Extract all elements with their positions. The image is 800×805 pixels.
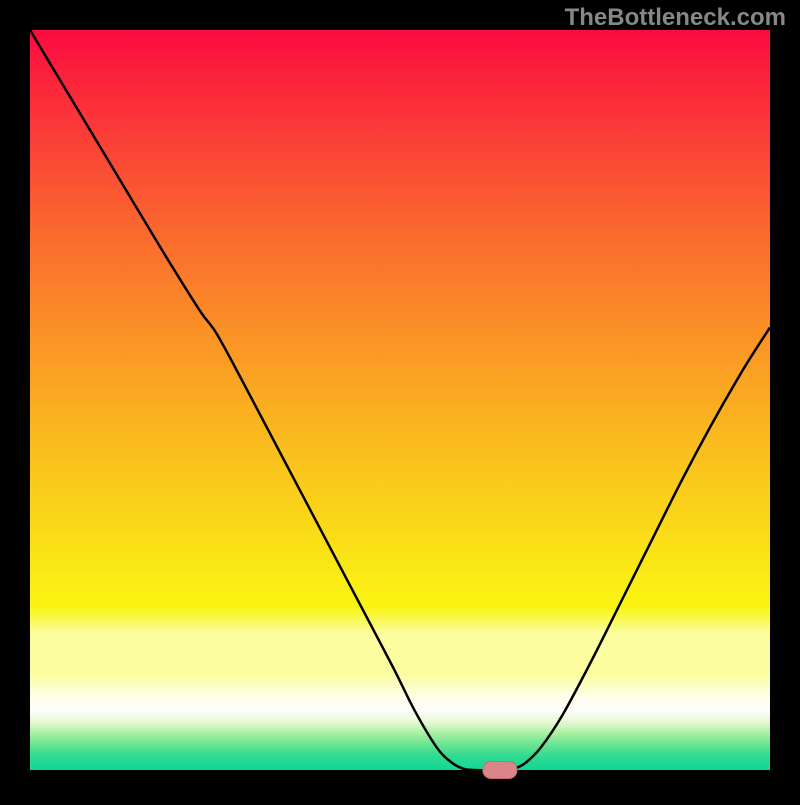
chart-svg [0,0,800,800]
watermark: TheBottleneck.com [565,4,786,32]
watermark-text: TheBottleneck.com [565,4,786,31]
plot-background [30,30,770,770]
bottleneck-chart [0,0,800,800]
optimal-marker [483,762,517,779]
